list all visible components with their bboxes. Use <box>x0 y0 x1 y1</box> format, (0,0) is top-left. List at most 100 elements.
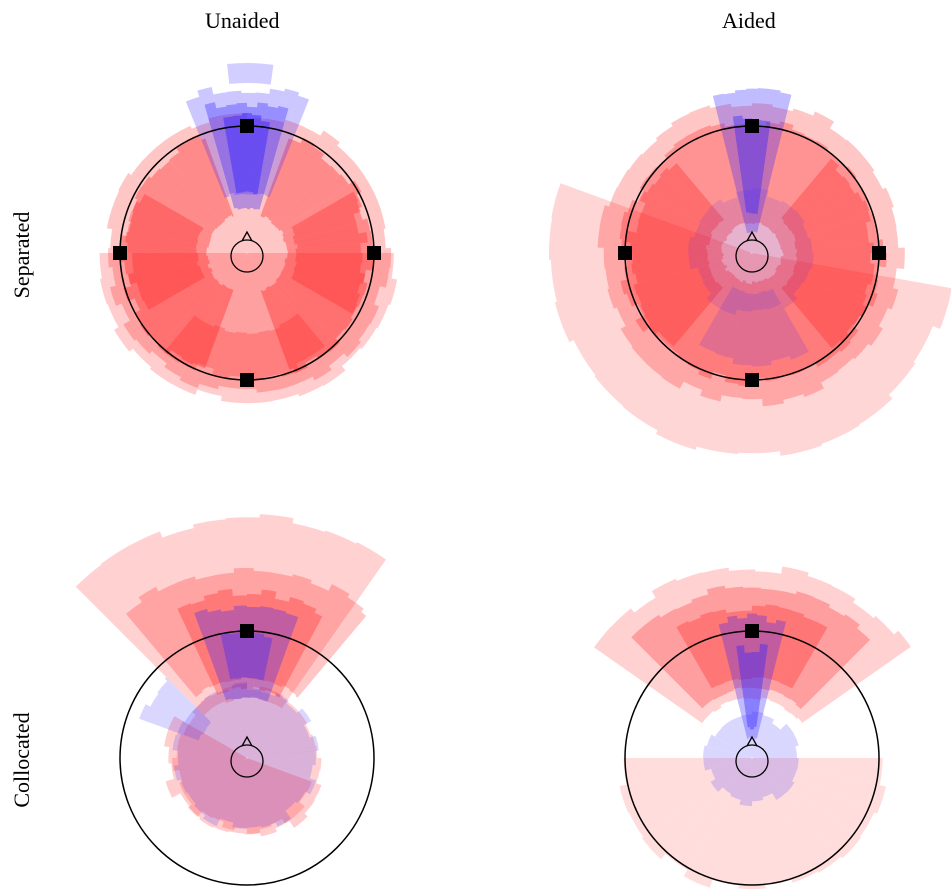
heat-cell-blue-center <box>694 223 752 253</box>
heat-cell-mid <box>769 149 838 232</box>
heat-cell-outer <box>247 253 377 350</box>
heat-cell-right <box>273 281 340 352</box>
heat-cell-blue <box>207 609 237 700</box>
heat-cell-mid <box>761 279 805 376</box>
heat-cell-back <box>247 333 265 381</box>
heat-cell-outer <box>752 253 893 425</box>
heat-cell-outer <box>573 253 752 376</box>
heat-cell-right <box>282 208 363 243</box>
heat-cell-core <box>258 598 289 692</box>
heat-cell-outer <box>247 253 361 367</box>
heat-cell-core <box>203 592 235 690</box>
heat-cell-left <box>631 256 708 275</box>
heat-cell-right <box>287 254 374 271</box>
heat-cell <box>247 253 370 341</box>
heat-cell-outer <box>641 758 752 860</box>
heat-cell-blue-center <box>247 691 275 758</box>
heat-cell <box>247 158 364 253</box>
heat-cell-outer <box>274 542 386 709</box>
heat-cell-outer <box>655 254 752 450</box>
heat-cell <box>247 191 381 253</box>
heat-cell-core <box>676 620 719 689</box>
heat-cell-blue-center <box>752 209 805 253</box>
heat-cell-center <box>247 686 272 758</box>
heat-cell-outer <box>752 253 951 329</box>
heat-cell-core <box>752 605 766 678</box>
heat-cell-mid <box>697 125 743 225</box>
heat-cell-outer <box>247 253 274 404</box>
heat-cell-outer <box>623 758 752 785</box>
heat-cell <box>237 253 257 390</box>
heat-cell-outer <box>752 253 933 363</box>
heat-cell-mid <box>780 226 879 250</box>
heat-cell-back <box>168 747 247 764</box>
heat-cell-right <box>794 222 868 246</box>
heat-cell <box>247 119 304 253</box>
heat-cell-blue-center <box>730 716 752 758</box>
heat-cell-back <box>258 330 282 378</box>
heat-cell-blue <box>752 615 767 738</box>
heat-cell-blue-center <box>247 759 292 827</box>
heat-cell <box>603 247 752 269</box>
heat-cell-blue-center <box>247 689 262 758</box>
heat-cell-outer <box>752 758 841 873</box>
heat-cell <box>247 174 374 253</box>
speaker-back-separated-unaided <box>240 373 254 387</box>
heat-cell-right-core <box>296 253 363 264</box>
heat-cell-outer <box>247 253 394 279</box>
heat-cell-blue-core <box>754 643 768 728</box>
heat-cell <box>607 253 752 309</box>
heat-cell-outer <box>226 517 260 698</box>
heat-cell-blue-center <box>702 745 751 758</box>
heat-cell <box>109 253 247 306</box>
heat-cell-center <box>183 724 247 758</box>
listener-head-separated-unaided <box>230 239 264 273</box>
speaker-back-separated-aided <box>745 373 759 387</box>
heat-cell-outer <box>594 253 752 407</box>
heat-cell-blue-left <box>150 693 207 735</box>
heat-cell-mid <box>725 586 749 689</box>
heat-cell-blue-center <box>752 758 799 771</box>
heat-cell-outer <box>753 758 886 814</box>
heat-cell-blue-center <box>697 253 752 282</box>
heat-cell-blue-center <box>752 758 797 782</box>
heat-cell <box>752 154 875 253</box>
heat-cell-center <box>188 714 247 758</box>
heat-cell-blue-center <box>703 758 751 771</box>
heat-cell-blue-left <box>157 680 211 729</box>
heat-cell <box>783 602 874 714</box>
heat-cell-right <box>788 184 855 232</box>
heat-cell-right <box>790 191 863 234</box>
heat-cell-blue-core <box>736 645 750 728</box>
heat-cell-mid <box>725 124 749 224</box>
heat-cell-core <box>785 621 828 689</box>
heat-cell-blue <box>753 622 776 740</box>
heat-cell-center <box>247 758 312 793</box>
heat-cell-mid <box>777 264 868 317</box>
heat-cell-back <box>247 758 315 814</box>
heat-cell-mid <box>752 125 766 224</box>
heat-cell-mid <box>761 129 805 226</box>
heat-cell-outer <box>258 523 325 702</box>
heat-cell-blue-center <box>173 758 247 781</box>
heat-cell <box>258 572 293 682</box>
heat-cell-right-core <box>291 274 358 314</box>
heat-cell-right <box>795 253 871 264</box>
heat-cell-right <box>268 146 325 222</box>
heat-cell-left <box>176 141 229 220</box>
heat-cell-right <box>260 289 294 370</box>
heat-cell-right <box>785 176 851 228</box>
heat-cell-center <box>177 733 247 758</box>
listener-nose-collocated-aided <box>746 735 758 747</box>
heat-cell-mid <box>619 225 722 250</box>
heat-cell-outer <box>247 253 324 397</box>
heat-cell-right <box>282 194 363 239</box>
heat-cell-mid <box>627 199 725 244</box>
heat-cell-blue-center <box>688 236 751 253</box>
heat-cell-outer <box>752 758 818 883</box>
heat-cell-mid <box>644 614 714 704</box>
heat-cell <box>655 126 752 253</box>
heat-cell-blue <box>257 608 287 700</box>
heat-cell-outer <box>247 253 346 386</box>
heat-cell-back <box>164 729 246 758</box>
